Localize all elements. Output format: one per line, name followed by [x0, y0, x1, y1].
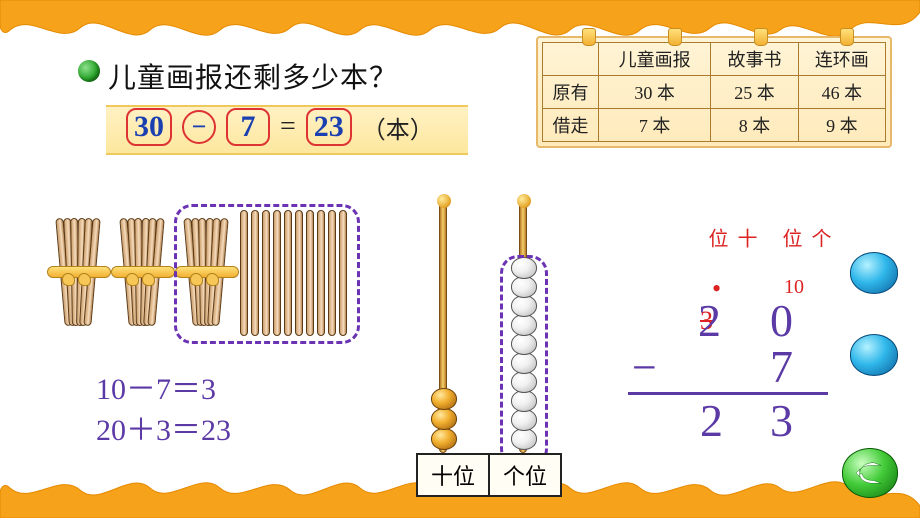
table-cell: 30 本 — [599, 76, 711, 109]
abacus-rod-tens — [439, 195, 447, 453]
table-clip-icon — [668, 28, 682, 46]
table-row: 借走 7 本 8 本 9 本 — [543, 109, 886, 142]
nav-button-blue-2[interactable] — [850, 334, 898, 376]
table-clip-icon — [754, 28, 768, 46]
abacus-labels: 十位 个位 — [416, 453, 562, 497]
vertical-minus: − — [632, 342, 657, 393]
table-header-cell: 儿童画报 — [599, 43, 711, 76]
abacus-bead-tens — [431, 428, 457, 450]
bullet-icon — [78, 60, 100, 82]
helper-equation-2: 20＋3＝23 — [96, 411, 231, 452]
vertical-header-tens: 十位 — [702, 228, 760, 248]
abacus-bead-tens — [431, 408, 457, 430]
table-cell: 8 本 — [711, 109, 798, 142]
vertical-result-ones: 3 — [770, 394, 793, 447]
equation-result: 23 — [306, 108, 352, 146]
abacus-label-ones: 个位 — [488, 453, 562, 497]
nav-button-back[interactable] — [842, 448, 898, 498]
book-table-grid: 儿童画报 故事书 连环画 原有 30 本 25 本 46 本 借走 7 本 8 … — [542, 42, 886, 142]
table-clip-icon — [582, 28, 596, 46]
vertical-tens-new: 2 — [698, 295, 721, 346]
table-cell: 9 本 — [798, 109, 885, 142]
abacus-dashed-box — [500, 255, 548, 467]
question-text: 儿童画报还剩多少本？ — [108, 56, 398, 96]
equation-unit: （本） — [362, 110, 434, 145]
sticks-dashed-box — [174, 204, 360, 344]
stick-bundle — [50, 218, 110, 326]
equation: 30 − 7 = 23 （本） — [126, 108, 434, 146]
table-cell: 7 本 — [599, 109, 711, 142]
table-clip-icon — [840, 28, 854, 46]
vertical-header-ones: 个位 — [776, 228, 834, 248]
equation-operand-a: 30 — [126, 108, 172, 146]
table-cell: 借走 — [543, 109, 599, 142]
table-cell: 25 本 — [711, 76, 798, 109]
stick-bundle — [114, 218, 174, 326]
table-cell: 原有 — [543, 76, 599, 109]
vertical-result-tens: 2 — [700, 394, 723, 447]
helper-equations: 10－7＝3 20＋3＝23 — [96, 370, 231, 451]
nav-button-blue-1[interactable] — [850, 252, 898, 294]
table-cell: 46 本 — [798, 76, 885, 109]
table-row: 原有 30 本 25 本 46 本 — [543, 76, 886, 109]
equation-equals: = — [280, 111, 296, 143]
table-header-cell — [543, 43, 599, 76]
equation-operator: − — [182, 110, 216, 144]
abacus-bead-tens — [431, 388, 457, 410]
vertical-ones-sub: 7 — [770, 340, 793, 393]
equation-operand-b: 7 — [226, 108, 270, 146]
helper-equation-1: 10－7＝3 — [96, 370, 231, 411]
arrow-back-icon — [855, 459, 885, 487]
table-header-row: 儿童画报 故事书 连环画 — [543, 43, 886, 76]
vertical-rule — [628, 392, 828, 395]
table-header-cell: 故事书 — [711, 43, 798, 76]
table-header-cell: 连环画 — [798, 43, 885, 76]
counting-sticks — [50, 218, 360, 352]
book-table: 儿童画报 故事书 连环画 原有 30 本 25 本 46 本 借走 7 本 8 … — [536, 36, 892, 148]
abacus: 十位 个位 — [408, 195, 568, 507]
abacus-label-tens: 十位 — [416, 453, 488, 497]
